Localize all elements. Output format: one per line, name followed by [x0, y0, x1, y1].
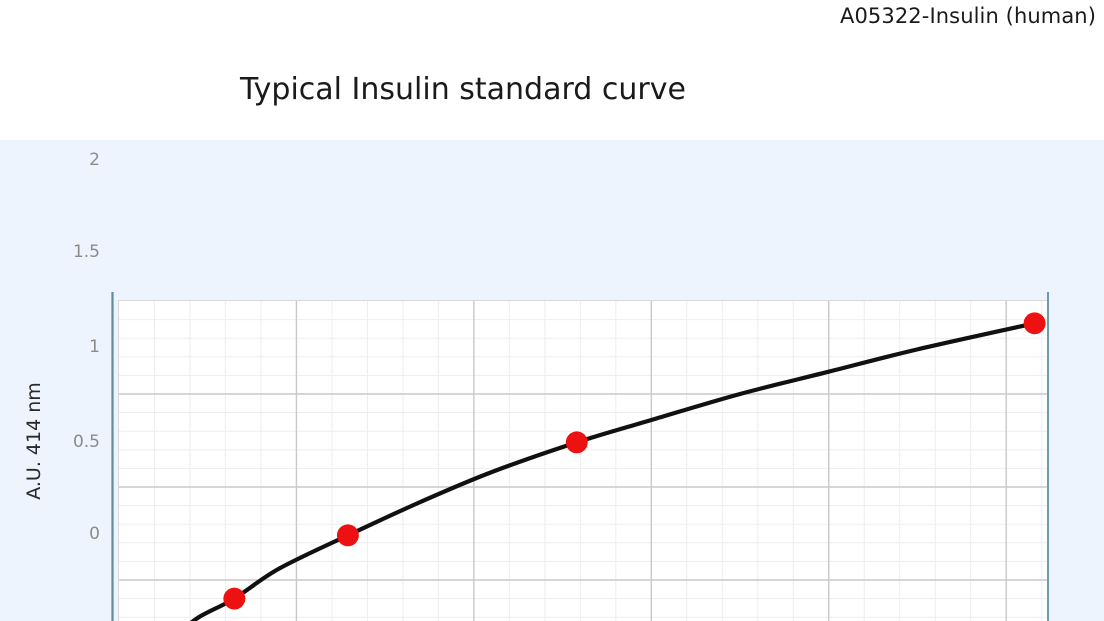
- standard-curve-chart: A.U. 414 nm 2 1.5 1 0.5 0 0 10 20 30 40 …: [0, 140, 1104, 621]
- right-axis-line: [1047, 292, 1049, 621]
- data-layer: [189, 312, 1046, 621]
- chart-title: Typical Insulin standard curve: [240, 72, 686, 107]
- data-point-marker: [336, 524, 359, 547]
- data-point-marker: [223, 587, 246, 610]
- y-tick-label: 1: [89, 337, 100, 357]
- y-tick-label: 0: [89, 524, 100, 544]
- data-point-marker: [565, 431, 588, 454]
- y-tick-label: 1.5: [72, 242, 100, 262]
- y-axis-tick-labels: 2 1.5 1 0.5 0: [28, 140, 100, 621]
- grid-lines: [119, 301, 1047, 621]
- data-point-marker: [1023, 312, 1046, 335]
- y-axis-line: [111, 292, 114, 621]
- product-header-title: A05322-Insulin (human): [840, 4, 1096, 28]
- fit-curve: [189, 321, 1037, 621]
- y-tick-label: 2: [89, 150, 100, 170]
- y-tick-label: 0.5: [72, 432, 100, 452]
- plot-area: [118, 300, 1048, 621]
